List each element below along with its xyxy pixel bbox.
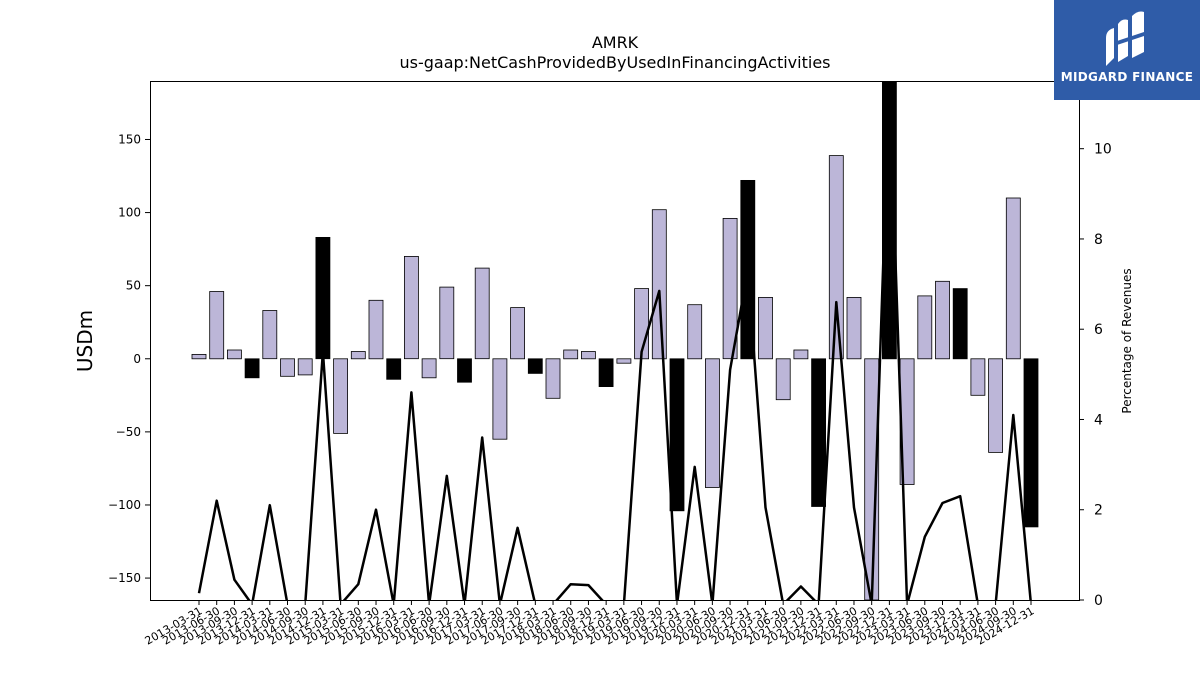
- bar: [811, 358, 826, 507]
- y2-tick-label: 0: [1094, 593, 1103, 609]
- bar: [333, 358, 349, 434]
- bar: [846, 296, 862, 360]
- brand-name: MIDGARD FINANCE: [1060, 70, 1194, 84]
- y-axis-left: −150 −100 −50 0 50 100 150: [108, 132, 150, 585]
- bar: [403, 255, 419, 360]
- bar: [474, 267, 490, 360]
- bar: [581, 351, 596, 360]
- bar: [209, 291, 225, 360]
- bar: [350, 351, 366, 360]
- bar: [722, 217, 738, 360]
- bar: [226, 349, 242, 360]
- y-tick-label: 100: [118, 206, 141, 220]
- brand-logo: MIDGARD FINANCE: [1054, 0, 1200, 100]
- bar: [1023, 358, 1039, 528]
- bar: [527, 358, 543, 374]
- y-tick-label: −50: [116, 425, 141, 439]
- chart-title: AMRK: [592, 33, 639, 52]
- bar: [510, 307, 526, 360]
- y-tick-label: 0: [133, 352, 141, 366]
- y-tick-label: 50: [126, 279, 141, 293]
- bar: [687, 304, 703, 360]
- bar: [545, 358, 561, 399]
- bar: [315, 236, 331, 360]
- y2-tick-label: 6: [1094, 322, 1103, 338]
- y2-tick-label: 4: [1094, 412, 1103, 428]
- y-axis-right: 0 2 4 6 8 10: [1079, 142, 1112, 609]
- bar: [244, 358, 260, 379]
- bar: [368, 299, 384, 360]
- y2-tick-label: 2: [1094, 503, 1103, 519]
- midgard-logo-icon: [1106, 11, 1144, 66]
- y2-tick-label: 10: [1094, 142, 1112, 158]
- bar: [970, 358, 986, 396]
- x-axis: 2013-03-312013-06-302013-09-302013-12-31…: [143, 600, 1037, 648]
- y-axis-label: USDm: [73, 310, 97, 372]
- bar: [439, 286, 455, 360]
- bar: [828, 155, 844, 360]
- plot-area: [191, 81, 1039, 600]
- y-tick-label: 150: [118, 132, 141, 146]
- bar: [917, 295, 933, 360]
- plot-frame: [150, 81, 1080, 601]
- bar: [669, 358, 685, 512]
- bar: [280, 358, 295, 377]
- bar: [988, 358, 1003, 453]
- bar: [457, 358, 472, 383]
- y-tick-label: −100: [108, 498, 141, 512]
- y2-axis-label: Percentage of Revenues: [1120, 268, 1134, 413]
- bar: [421, 358, 437, 379]
- bar: [775, 358, 791, 401]
- bar: [191, 353, 207, 360]
- bar: [952, 288, 968, 360]
- bar: [793, 349, 809, 360]
- bar: [563, 349, 579, 360]
- bar: [935, 280, 950, 360]
- bar: [1005, 197, 1021, 360]
- bar: [262, 310, 278, 360]
- bar: [758, 296, 773, 360]
- bar: [616, 358, 632, 364]
- y2-tick-label: 8: [1094, 232, 1103, 248]
- percentage-line: [197, 81, 1032, 600]
- y-tick-label: −150: [108, 571, 141, 585]
- bar: [386, 358, 402, 380]
- bar: [598, 358, 614, 387]
- bar: [705, 358, 720, 488]
- bar: [492, 358, 508, 440]
- bar: [297, 358, 313, 376]
- bar: [651, 209, 667, 360]
- chart-subtitle: us-gaap:NetCashProvidedByUsedInFinancing…: [399, 53, 830, 72]
